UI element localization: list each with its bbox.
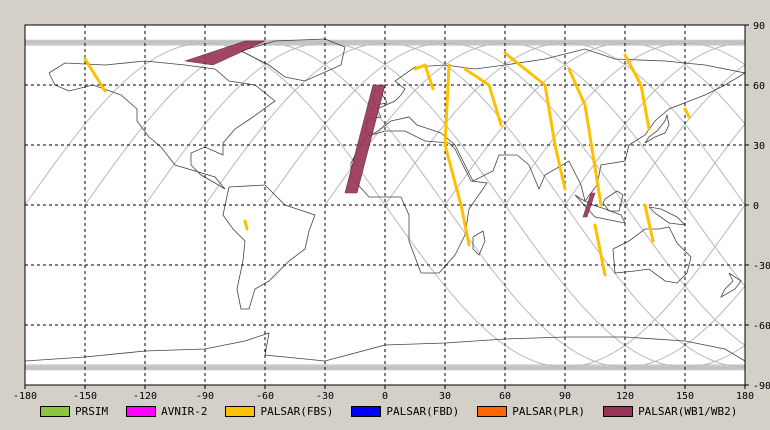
swath-palsar-fbs xyxy=(503,51,567,191)
legend: PRSIM AVNIR-2 PALSAR(FBS) PALSAR(FBD) PA… xyxy=(40,402,755,420)
legend-item-palsar-fbs: PALSAR(FBS) xyxy=(225,405,333,418)
swath-palsar-fbs xyxy=(413,63,435,91)
legend-label-avnir2: AVNIR-2 xyxy=(161,404,208,418)
coastline-new-zealand xyxy=(720,272,742,299)
swath-palsar-wb xyxy=(184,40,266,66)
x-tick-label: 180 xyxy=(736,391,754,400)
coastline-indonesia xyxy=(574,194,626,224)
legend-swatch-palsar-wb xyxy=(603,405,634,417)
coastline-south-america xyxy=(222,184,316,310)
y-tick-label: 30 xyxy=(753,141,765,152)
swath-palsar-fbs xyxy=(683,107,691,119)
legend-swatch-palsar-plr xyxy=(477,405,508,417)
legend-item-prsim: PRSIM xyxy=(40,405,108,418)
y-tick-label: 0 xyxy=(753,201,759,212)
x-tick-label: 150 xyxy=(676,391,694,400)
coastline-africa xyxy=(350,130,488,274)
x-tick-label: -90 xyxy=(196,391,214,400)
observation-swaths xyxy=(83,40,691,277)
x-tick-label: -180 xyxy=(13,391,37,400)
legend-item-palsar-wb: PALSAR(WB1/WB2) xyxy=(603,405,737,418)
x-tick-label: -30 xyxy=(316,391,334,400)
swath-palsar-fbs xyxy=(443,63,471,247)
axis-ticks: -180 -150 -120 -90 -60 -30 0 30 60 90 120 150 180 90 6… xyxy=(13,21,770,402)
swath-palsar-fbs xyxy=(567,67,603,207)
y-tick-label: 60 xyxy=(753,81,765,92)
coastline-madagascar xyxy=(472,230,486,256)
legend-swatch-palsar-fbs xyxy=(225,405,256,417)
coastline-north-america xyxy=(48,60,276,190)
x-tick-label: 120 xyxy=(616,391,634,400)
y-tick-label: -60 xyxy=(753,321,770,332)
swath-palsar-fbs xyxy=(83,57,107,93)
orbit-track xyxy=(444,42,746,206)
swath-palsar-fbs xyxy=(623,53,651,131)
x-tick-label: 30 xyxy=(439,391,451,400)
legend-swatch-prsim xyxy=(40,405,70,417)
legend-label-prsim: PRSIM xyxy=(75,404,109,418)
x-tick-label: 0 xyxy=(382,391,388,400)
coastline-antarctica xyxy=(24,332,746,362)
x-tick-label: 60 xyxy=(499,391,511,400)
world-map-plot: -180 -150 -120 -90 -60 -30 0 30 60 90 120 150 180 90 6… xyxy=(13,21,770,402)
legend-item-palsar-fbd: PALSAR(FBD) xyxy=(351,405,459,418)
y-tick-label: -90 xyxy=(753,381,770,392)
x-tick-label: -60 xyxy=(256,391,274,400)
coastline-eurasia xyxy=(364,48,747,202)
legend-label-palsar-plr: PALSAR(PLR) xyxy=(512,404,586,418)
swath-palsar-wb xyxy=(344,84,386,194)
swath-palsar-fbs xyxy=(463,67,503,127)
legend-label-palsar-fbd: PALSAR(FBD) xyxy=(386,404,460,418)
x-tick-label: -120 xyxy=(133,391,157,400)
coastline-greenland xyxy=(240,38,346,82)
x-tick-label: -150 xyxy=(73,391,97,400)
coastline-japan xyxy=(644,113,670,144)
legend-label-palsar-wb: PALSAR(WB1/WB2) xyxy=(638,404,738,418)
y-tick-label: -30 xyxy=(753,261,770,272)
legend-item-palsar-plr: PALSAR(PLR) xyxy=(477,405,585,418)
legend-item-avnir2: AVNIR-2 xyxy=(126,405,207,418)
legend-label-palsar-fbs: PALSAR(FBS) xyxy=(260,404,334,418)
swath-palsar-fbs xyxy=(243,219,249,231)
y-tick-label: 90 xyxy=(753,21,765,32)
swath-palsar-fbs xyxy=(643,203,655,243)
swath-palsar-fbs xyxy=(593,223,607,277)
legend-swatch-palsar-fbd xyxy=(351,405,382,417)
legend-swatch-avnir2 xyxy=(126,405,157,417)
swath-palsar-wb xyxy=(582,192,596,218)
coastline-australia xyxy=(612,226,692,284)
orbit-track xyxy=(684,123,746,206)
x-tick-label: 90 xyxy=(559,391,571,400)
coastline-borneo xyxy=(602,190,624,212)
